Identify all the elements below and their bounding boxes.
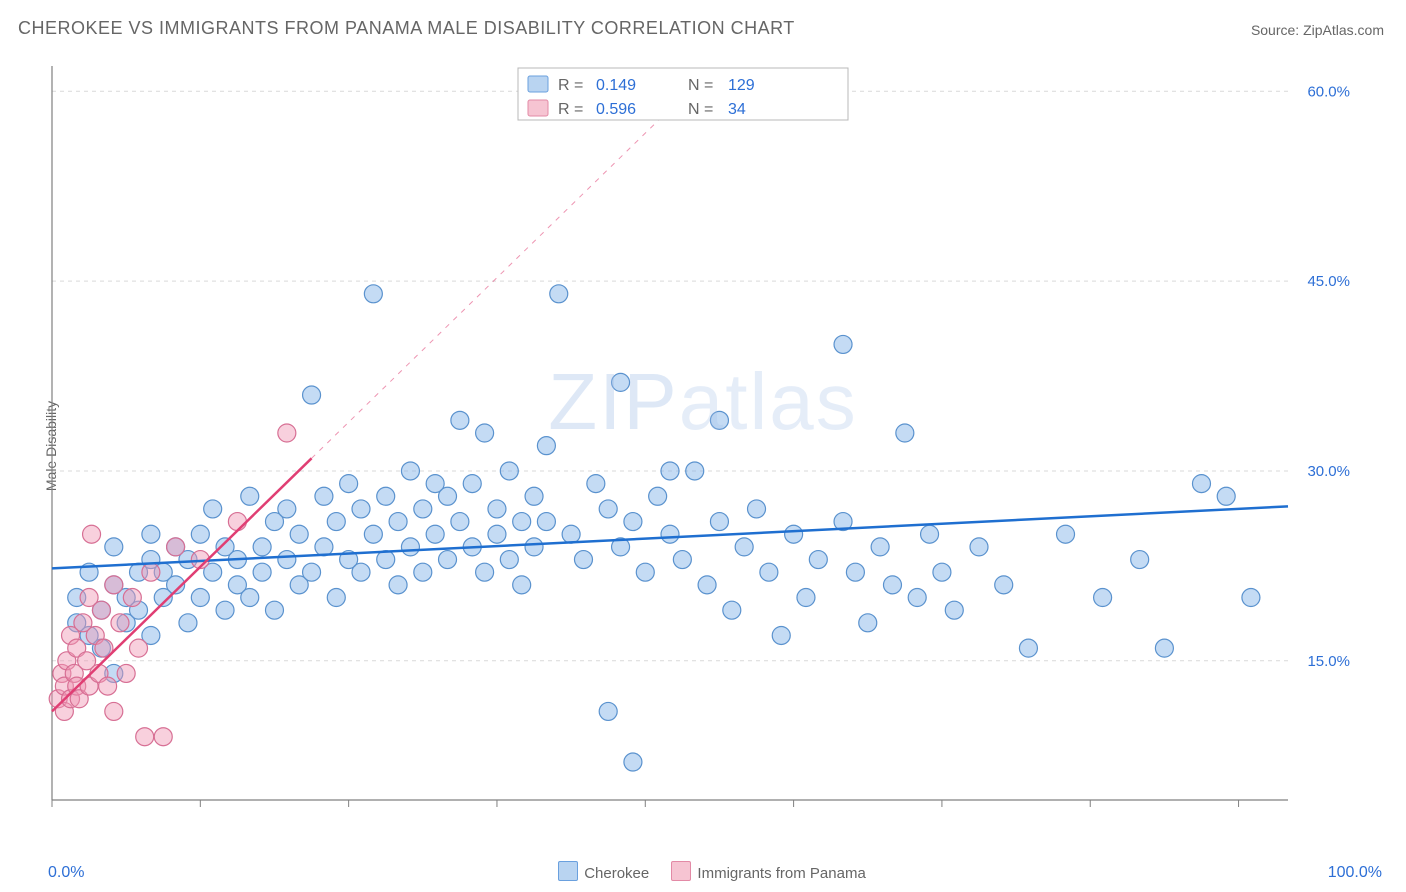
legend-swatch-cherokee: [558, 861, 578, 881]
legend-swatch-panama: [671, 861, 691, 881]
svg-text:N =: N =: [688, 77, 713, 94]
svg-text:R =: R =: [558, 101, 583, 118]
svg-text:R =: R =: [558, 77, 583, 94]
series-legend: Cherokee Immigrants from Panama: [0, 861, 1406, 882]
svg-text:30.0%: 30.0%: [1307, 463, 1350, 480]
source-credit: Source: ZipAtlas.com: [1251, 22, 1384, 38]
legend-label-cherokee: Cherokee: [584, 865, 649, 882]
svg-text:34: 34: [728, 101, 746, 118]
svg-text:0.596: 0.596: [596, 101, 636, 118]
svg-text:0.149: 0.149: [596, 77, 636, 94]
chart-title: CHEROKEE VS IMMIGRANTS FROM PANAMA MALE …: [18, 18, 795, 39]
chart-container: CHEROKEE VS IMMIGRANTS FROM PANAMA MALE …: [0, 0, 1406, 892]
svg-text:N =: N =: [688, 101, 713, 118]
legend-label-panama: Immigrants from Panama: [697, 865, 865, 882]
svg-text:45.0%: 45.0%: [1307, 273, 1350, 290]
svg-text:129: 129: [728, 77, 755, 94]
svg-text:60.0%: 60.0%: [1307, 83, 1350, 100]
scatter-chart: 15.0% 30.0% 45.0% 60.0% R = 0.149 N = 129 R = 0.5…: [48, 60, 1358, 820]
source-name: ZipAtlas.com: [1303, 22, 1384, 38]
plot-area: ZIPatlas 15.0%30.0%45.0%60.0%R =0.149N =…: [48, 60, 1358, 820]
svg-text:15.0%: 15.0%: [1307, 653, 1350, 670]
source-label: Source:: [1251, 22, 1303, 38]
